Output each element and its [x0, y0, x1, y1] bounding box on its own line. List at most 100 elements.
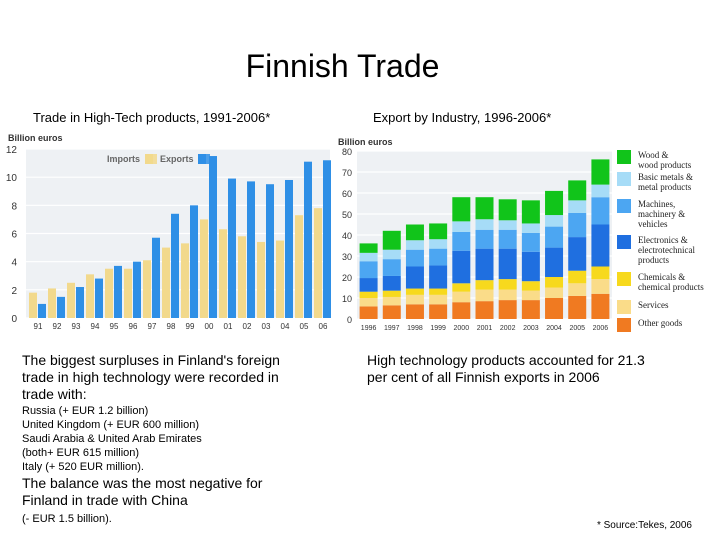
x-tick-label: 94: [91, 322, 100, 331]
segment-3-2004: [545, 247, 564, 277]
x-tick-label: 98: [167, 322, 176, 331]
segment-0-2006: [591, 293, 610, 319]
segment-3-2001: [475, 248, 494, 281]
x-tick-label: 95: [110, 322, 119, 331]
y-tick-label: 2: [11, 286, 17, 297]
segment-3-2002: [498, 248, 517, 280]
legend-swatch-shadow: [202, 154, 210, 164]
segment-6-2004: [545, 190, 564, 216]
bar-imports-96: [124, 268, 132, 318]
x-tick-label: 2002: [500, 325, 516, 332]
y-axis-label: Billion euros: [338, 137, 393, 147]
segment-1-2001: [475, 289, 494, 302]
segment-2-1999: [429, 288, 448, 295]
legend-label-exports: Exports: [160, 154, 194, 164]
segment-5-2002: [498, 220, 517, 230]
segment-4-1999: [429, 248, 448, 266]
bar-exports-97: [152, 237, 160, 318]
segment-0-2005: [568, 295, 587, 319]
legend-swatch-2: [617, 199, 631, 213]
x-tick-label: 06: [319, 322, 328, 331]
bar-imports-01: [219, 229, 227, 318]
bar-imports-91: [29, 292, 37, 318]
hightech-share-text: High technology products accounted for 2…: [367, 352, 645, 385]
x-tick-label: 02: [243, 322, 252, 331]
bar-imports-92: [48, 288, 56, 318]
surplus-line-2: United Kingdom (+ EUR 600 million): [22, 419, 199, 431]
legend-swatch-shadow: [149, 154, 157, 164]
x-tick-label: 1998: [407, 325, 423, 332]
segment-3-1997: [382, 275, 401, 291]
y-tick-label: 80: [342, 147, 352, 157]
x-tick-label: 92: [53, 322, 62, 331]
segment-5-1996: [359, 252, 378, 262]
segment-6-2006: [591, 159, 610, 185]
segment-5-2000: [452, 221, 471, 232]
segment-4-2002: [498, 229, 517, 249]
legend-swatch-3: [617, 235, 631, 249]
segment-5-2005: [568, 200, 587, 213]
segment-5-2006: [591, 184, 610, 198]
y-tick-label: 12: [6, 145, 18, 156]
x-tick-label: 00: [205, 322, 214, 331]
segment-0-2001: [475, 301, 494, 319]
legend-swatch-1: [617, 172, 631, 186]
segment-0-1997: [382, 305, 401, 319]
segment-1-2006: [591, 279, 610, 294]
segment-6-2005: [568, 180, 587, 201]
segment-6-2002: [498, 199, 517, 221]
surplus-line-5: Italy (+ 520 EUR million).: [22, 461, 144, 473]
x-tick-label: 91: [34, 322, 43, 331]
segment-2-2000: [452, 283, 471, 292]
segment-1-2003: [521, 290, 540, 301]
segment-3-2000: [452, 250, 471, 284]
x-tick-label: 97: [148, 322, 157, 331]
bar-imports-02: [238, 236, 246, 318]
x-tick-label: 99: [186, 322, 195, 331]
source-footnote: * Source:Tekes, 2006: [596, 520, 692, 531]
y-tick-label: 6: [11, 230, 17, 241]
segment-2-1997: [382, 290, 401, 297]
bar-exports-01: [228, 178, 236, 318]
segment-0-1998: [405, 304, 424, 319]
y-tick-label: 4: [11, 258, 17, 269]
negative-balance-text: The balance was the most negative for Fi…: [22, 475, 263, 508]
legend-label-1: Basic metals & metal products: [638, 172, 693, 192]
legend-label-2: Machines, machinery & vehicles: [638, 199, 685, 229]
segment-6-1997: [382, 230, 401, 250]
bar-exports-96: [133, 261, 141, 318]
x-tick-label: 1996: [361, 325, 377, 332]
segment-3-2006: [591, 224, 610, 267]
segment-2-2006: [591, 266, 610, 280]
segment-4-2004: [545, 226, 564, 248]
segment-6-1998: [405, 224, 424, 241]
left-chart-title: Trade in High-Tech products, 1991-2006*: [33, 110, 271, 125]
legend-label-4: Chemicals & chemical products: [638, 272, 704, 292]
y-tick-label: 0: [347, 315, 352, 325]
legend-label-0: Wood & wood products: [638, 150, 692, 170]
legend-label-imports: Imports: [107, 154, 140, 164]
segment-4-1998: [405, 249, 424, 267]
segment-1-1999: [429, 294, 448, 305]
bar-exports-02: [247, 181, 255, 318]
segment-6-2003: [521, 200, 540, 224]
bar-exports-95: [114, 265, 122, 318]
segment-1-2000: [452, 291, 471, 303]
segment-0-1999: [429, 304, 448, 319]
bar-exports-04: [285, 179, 293, 318]
bar-exports-99: [190, 205, 198, 318]
segment-1-1997: [382, 296, 401, 306]
y-tick-label: 8: [11, 201, 17, 212]
bar-exports-94: [95, 278, 103, 318]
bar-imports-06: [314, 208, 322, 318]
y-tick-label: 60: [342, 189, 352, 199]
legend-swatch-4: [617, 272, 631, 286]
bar-exports-91: [38, 303, 46, 318]
segment-6-1996: [359, 243, 378, 253]
segment-4-2001: [475, 229, 494, 249]
x-tick-label: 93: [72, 322, 81, 331]
bar-exports-93: [76, 287, 84, 318]
segment-1-2002: [498, 289, 517, 301]
